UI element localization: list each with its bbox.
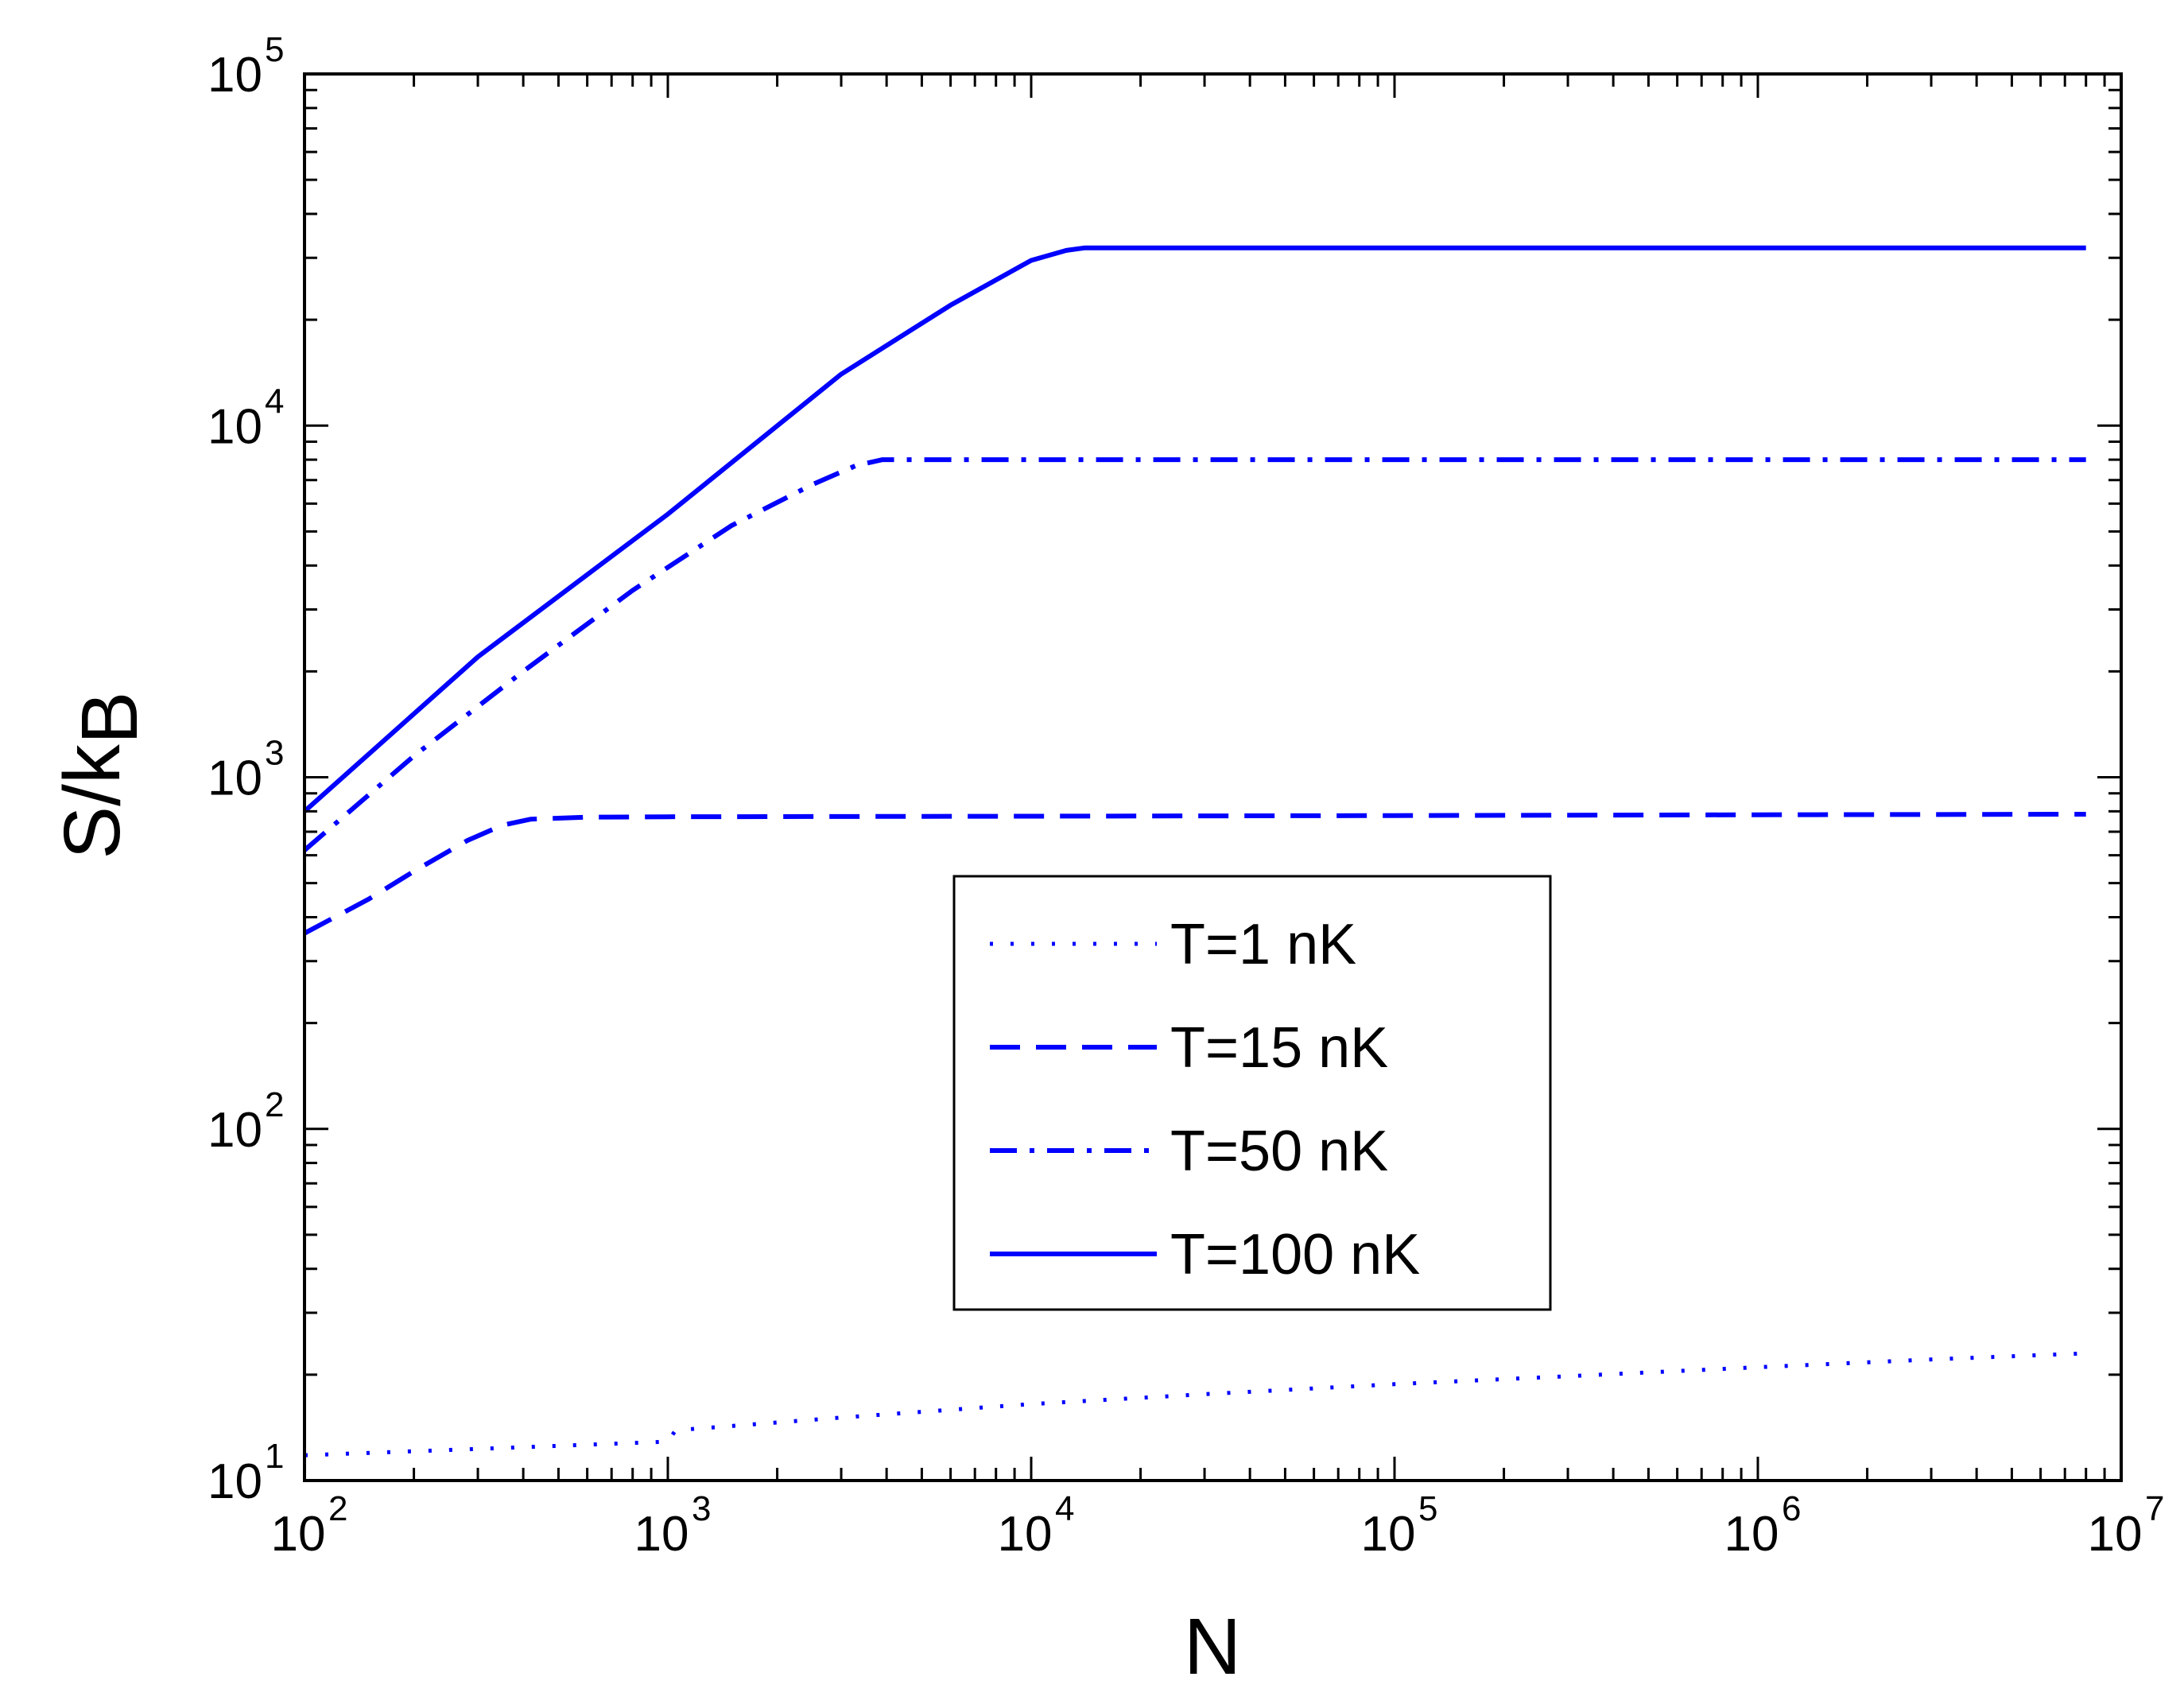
x-tick-label: 10	[271, 1507, 326, 1562]
y-tick-label-exponent: 4	[265, 382, 284, 421]
legend-label: T=100 nK	[1170, 1223, 1420, 1287]
legend-label: T=15 nK	[1170, 1016, 1388, 1080]
x-tick-label: 10	[1361, 1507, 1416, 1562]
x-tick-label: 10	[1724, 1507, 1779, 1562]
y-tick-label: 10	[208, 751, 262, 806]
plot-series	[303, 245, 2086, 1457]
axis-ticks	[303, 72, 2123, 1482]
x-tick-labels: 10 2 10 3 10 4 10 5 10 6 10 7	[271, 1489, 2165, 1562]
legend-box	[952, 875, 1552, 1311]
legend: T=1 nK T=15 nK T=50 nK T=100 nK	[952, 875, 1552, 1311]
y-tick-label: 10	[208, 1454, 262, 1509]
y-tick-label: 10	[208, 1103, 262, 1158]
y-tick-label: 10	[208, 48, 262, 103]
x-axis-title: N	[1184, 1602, 1241, 1691]
y-tick-label-exponent: 1	[265, 1437, 284, 1476]
x-tick-label-exponent: 6	[1782, 1489, 1801, 1528]
y-tick-label: 10	[208, 399, 262, 454]
x-tick-label: 10	[634, 1507, 689, 1562]
series-line-t-1-nk	[304, 1351, 2086, 1457]
legend-label: T=1 nK	[1170, 913, 1356, 976]
x-tick-label-exponent: 3	[692, 1489, 711, 1528]
y-tick-label-exponent: 3	[265, 734, 284, 773]
x-tick-label-exponent: 5	[1418, 1489, 1437, 1528]
x-tick-label-exponent: 2	[328, 1489, 347, 1528]
legend-label: T=50 nK	[1170, 1120, 1388, 1183]
series-line-t-50-nk	[303, 457, 2086, 852]
x-tick-label: 10	[2088, 1507, 2143, 1562]
x-tick-label: 10	[998, 1507, 1053, 1562]
y-axis-title-main: S/k	[48, 743, 137, 859]
series-line-t-15-nk	[303, 812, 2086, 936]
y-axis-title: S/kB	[48, 691, 154, 859]
series-line-t-100-nk	[303, 245, 2086, 813]
y-axis-title-subscript: B	[65, 691, 154, 744]
legend-entries: T=1 nK T=15 nK T=50 nK T=100 nK	[990, 913, 1420, 1287]
x-tick-label-exponent: 4	[1055, 1489, 1074, 1528]
x-tick-label-exponent: 7	[2145, 1489, 2164, 1528]
y-tick-label-exponent: 5	[265, 30, 284, 69]
y-tick-label-exponent: 2	[265, 1085, 284, 1124]
